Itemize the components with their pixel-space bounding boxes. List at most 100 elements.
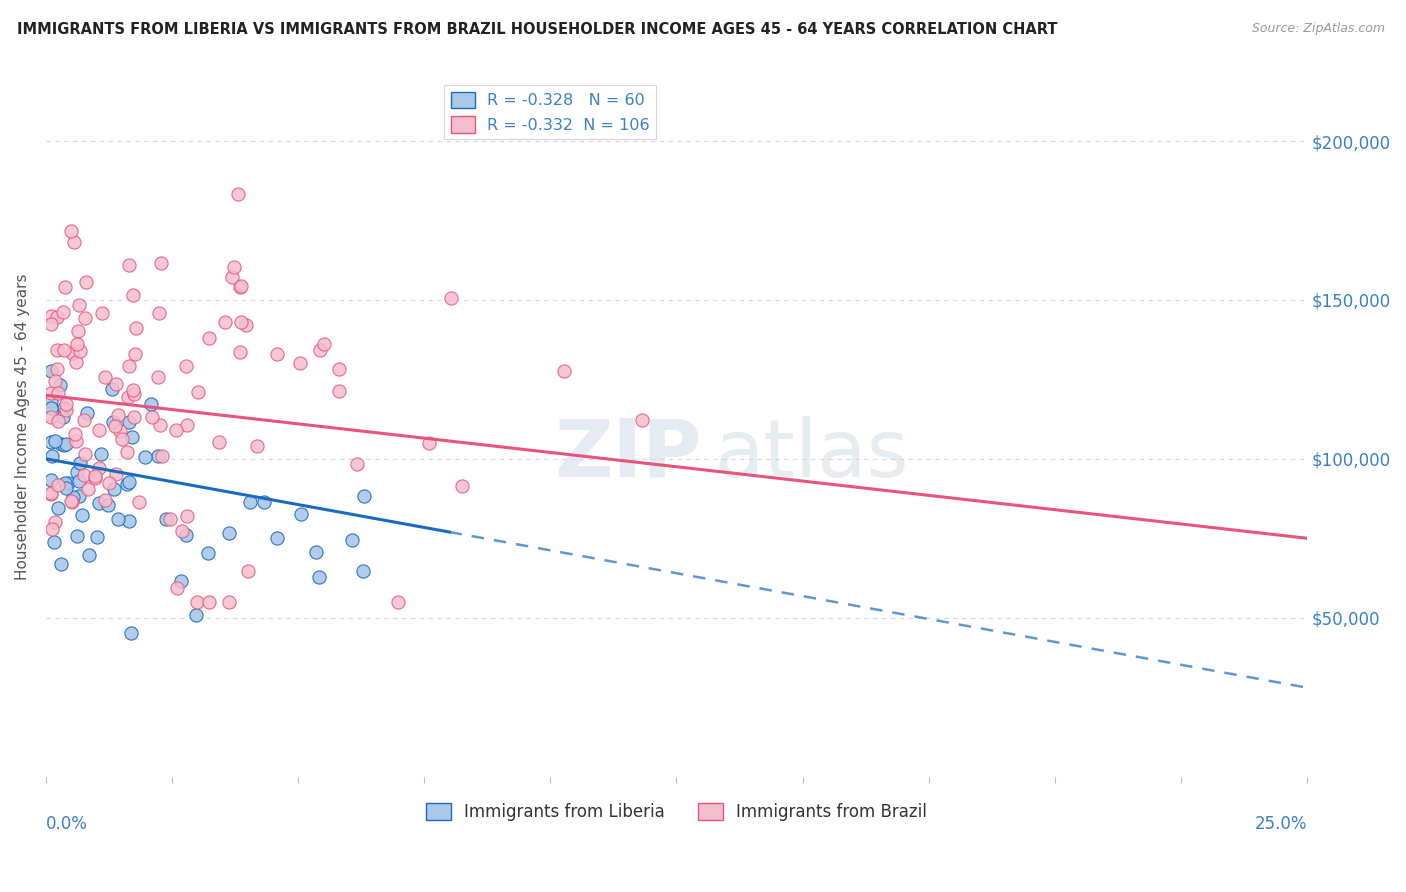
Point: [67, 489, 90, 503]
Point: [53, 343, 76, 357]
Point: [120, 625, 142, 640]
Point: [451, 479, 474, 493]
Point: [69, 343, 91, 358]
Point: [69, 456, 91, 470]
Point: [62, 235, 84, 249]
Point: [128, 495, 150, 509]
Point: [174, 528, 197, 542]
Point: [352, 564, 374, 578]
Point: [67, 474, 90, 488]
Point: [176, 418, 198, 433]
Point: [97, 476, 120, 491]
Point: [328, 361, 350, 376]
Point: [53, 401, 76, 416]
Point: [118, 359, 141, 374]
Point: [198, 331, 221, 345]
Point: [117, 390, 139, 404]
Text: 0.0%: 0.0%: [46, 815, 87, 833]
Point: [146, 449, 169, 463]
Point: [226, 186, 249, 201]
Point: [288, 355, 311, 369]
Point: [41, 434, 63, 449]
Point: [67, 324, 90, 338]
Point: [48, 386, 70, 401]
Point: [117, 259, 139, 273]
Legend: Immigrants from Liberia, Immigrants from Brazil: Immigrants from Liberia, Immigrants from…: [419, 797, 934, 828]
Point: [218, 525, 240, 540]
Point: [631, 413, 654, 427]
Point: [309, 343, 332, 357]
Point: [124, 346, 146, 360]
Point: [60, 495, 83, 509]
Point: [93, 370, 115, 384]
Point: [165, 423, 187, 437]
Point: [266, 347, 288, 361]
Point: [239, 495, 262, 509]
Point: [100, 383, 122, 397]
Point: [440, 291, 463, 305]
Point: [170, 574, 193, 588]
Point: [39, 487, 62, 501]
Point: [290, 507, 312, 521]
Point: [46, 501, 69, 516]
Point: [117, 477, 139, 491]
Point: [222, 260, 245, 274]
Point: [214, 315, 236, 329]
Point: [124, 321, 146, 335]
Point: [48, 378, 70, 392]
Point: [103, 482, 125, 496]
Point: [105, 377, 128, 392]
Point: [149, 417, 172, 432]
Point: [159, 512, 181, 526]
Point: [246, 440, 269, 454]
Text: Source: ZipAtlas.com: Source: ZipAtlas.com: [1251, 22, 1385, 36]
Point: [65, 434, 87, 449]
Point: [44, 375, 66, 389]
Point: [66, 465, 89, 479]
Point: [75, 447, 97, 461]
Point: [139, 397, 162, 411]
Point: [55, 437, 77, 451]
Point: [115, 444, 138, 458]
Point: [55, 482, 77, 496]
Point: [312, 337, 335, 351]
Point: [107, 408, 129, 422]
Point: [76, 482, 98, 496]
Point: [418, 436, 440, 450]
Point: [44, 434, 66, 448]
Point: [218, 595, 240, 609]
Point: [107, 512, 129, 526]
Point: [149, 256, 172, 270]
Point: [122, 409, 145, 424]
Point: [110, 424, 132, 438]
Point: [150, 449, 173, 463]
Point: [101, 415, 124, 429]
Point: [52, 409, 75, 424]
Point: [231, 278, 253, 293]
Point: [174, 359, 197, 374]
Point: [198, 595, 221, 609]
Point: [39, 364, 62, 378]
Point: [77, 549, 100, 563]
Point: [148, 305, 170, 319]
Point: [235, 318, 257, 333]
Point: [83, 471, 105, 485]
Point: [104, 418, 127, 433]
Point: [65, 426, 87, 441]
Point: [208, 435, 231, 450]
Point: [97, 498, 120, 512]
Point: [66, 529, 89, 543]
Point: [41, 449, 63, 463]
Point: [90, 306, 112, 320]
Point: [87, 496, 110, 510]
Text: 25.0%: 25.0%: [1254, 815, 1308, 833]
Point: [87, 461, 110, 475]
Point: [53, 438, 76, 452]
Point: [73, 468, 96, 483]
Point: [184, 608, 207, 623]
Point: [387, 595, 409, 609]
Point: [90, 447, 112, 461]
Point: [340, 533, 363, 548]
Point: [124, 386, 146, 401]
Point: [104, 467, 127, 481]
